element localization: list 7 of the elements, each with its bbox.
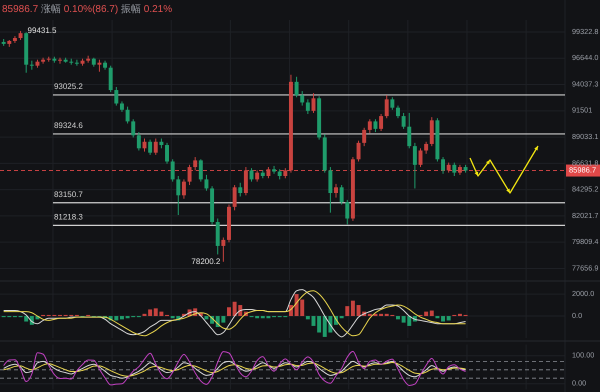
ref-line-label: 81218.3 (54, 212, 84, 222)
ref-line-label: 83150.7 (54, 190, 84, 199)
annotation: 78200.2 (191, 256, 221, 266)
ref-line-label: 93025.2 (54, 82, 84, 91)
chart-title: 85986.7 涨幅 0.10%(86.7) 振幅 0.21% (2, 3, 172, 15)
ref-line-label: 89324.6 (54, 120, 84, 130)
annotation: 99431.5 (28, 26, 58, 36)
